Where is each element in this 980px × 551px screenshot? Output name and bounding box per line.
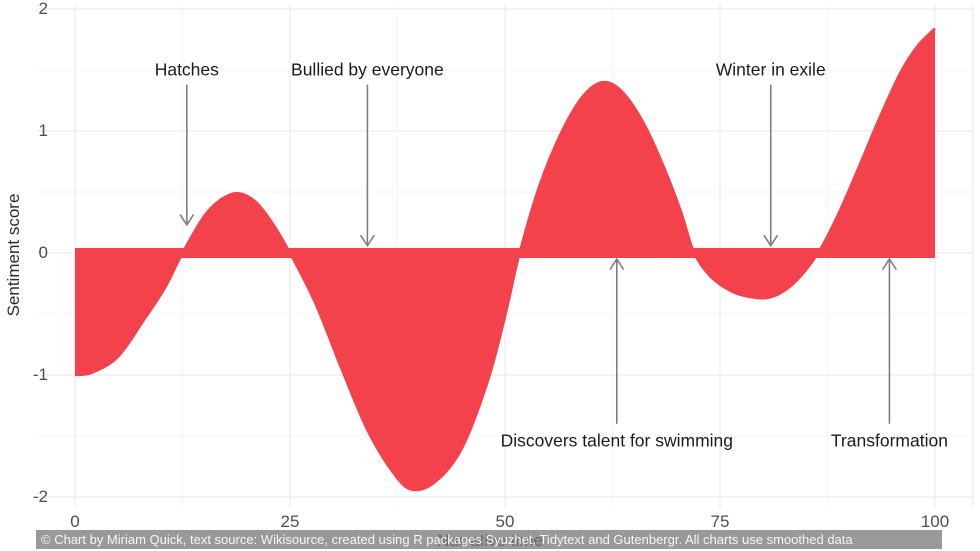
- y-tick-label: 2: [38, 0, 48, 18]
- caption-text: © Chart by Miriam Quick, text source: Wi…: [41, 532, 853, 547]
- arrowhead-icon: [360, 234, 375, 248]
- annotation-label: Winter in exile: [715, 59, 826, 80]
- y-tick-label: -2: [32, 487, 48, 506]
- y-tick-label: -1: [32, 365, 48, 384]
- arrowhead-icon: [763, 234, 779, 248]
- annotation-label: Hatches: [154, 59, 219, 80]
- sentiment-area: [75, 28, 935, 491]
- arrowhead-icon: [179, 214, 195, 227]
- x-tick-label: 0: [70, 512, 80, 531]
- caption-bar: © Chart by Miriam Quick, text source: Wi…: [36, 530, 942, 549]
- arrowhead-icon: [609, 257, 625, 270]
- x-tick-label: 100: [920, 512, 950, 531]
- x-tick-label: 25: [280, 512, 300, 531]
- annotation-label: Bullied by everyone: [291, 59, 444, 80]
- y-tick-label: 1: [38, 121, 48, 140]
- arrowhead-icon: [882, 257, 897, 270]
- x-tick-label: 75: [710, 512, 730, 531]
- y-tick-label: 0: [38, 243, 48, 262]
- sentiment-curve: [74, 27, 936, 492]
- annotation-label: Transformation: [830, 430, 948, 451]
- annotation-label: Discovers talent for swimming: [500, 430, 734, 451]
- x-tick-label: 50: [495, 512, 515, 531]
- zero-line: [75, 248, 935, 258]
